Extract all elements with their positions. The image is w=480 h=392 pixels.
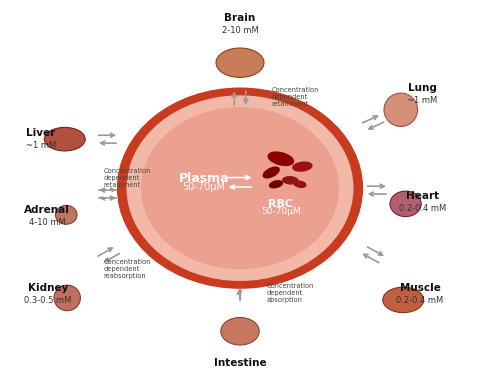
Text: Lung: Lung: [408, 83, 437, 93]
Ellipse shape: [268, 152, 293, 165]
Ellipse shape: [45, 127, 85, 151]
Ellipse shape: [54, 285, 81, 310]
Ellipse shape: [263, 167, 279, 178]
Text: Concentration
dependent
retainment: Concentration dependent retainment: [103, 168, 151, 189]
Ellipse shape: [294, 181, 306, 187]
Text: Brain: Brain: [224, 13, 256, 23]
Ellipse shape: [384, 93, 418, 127]
Text: 0.2-0.4 mM: 0.2-0.4 mM: [399, 204, 446, 213]
Text: ~1 mM: ~1 mM: [407, 96, 438, 105]
Text: RBC: RBC: [268, 199, 293, 209]
Text: Concentration
dependent
retainment: Concentration dependent retainment: [271, 87, 319, 107]
Text: 0.2-0.4 mM: 0.2-0.4 mM: [396, 296, 444, 305]
Text: Kidney: Kidney: [28, 283, 68, 293]
Text: 0.3-0.5 mM: 0.3-0.5 mM: [24, 296, 72, 305]
Ellipse shape: [221, 318, 259, 345]
Ellipse shape: [293, 162, 312, 171]
Text: 4-10 mM: 4-10 mM: [29, 218, 65, 227]
Ellipse shape: [390, 191, 421, 217]
Circle shape: [127, 96, 353, 280]
Text: Plasma: Plasma: [179, 172, 229, 185]
Text: Adrenal: Adrenal: [24, 205, 70, 215]
Ellipse shape: [216, 48, 264, 78]
Ellipse shape: [270, 181, 282, 188]
Text: 50-70μM: 50-70μM: [261, 207, 300, 216]
Ellipse shape: [383, 287, 423, 313]
Text: Heart: Heart: [406, 191, 439, 201]
Ellipse shape: [56, 205, 77, 224]
Text: ~1 mM: ~1 mM: [25, 142, 56, 150]
Text: Concentration
dependent
absorption: Concentration dependent absorption: [266, 283, 314, 303]
Circle shape: [142, 108, 338, 269]
Circle shape: [118, 88, 362, 288]
Text: 50-70μM: 50-70μM: [182, 182, 226, 192]
Text: Liver: Liver: [26, 128, 55, 138]
Ellipse shape: [283, 177, 298, 184]
Text: Intestine: Intestine: [214, 358, 266, 368]
Text: Concentration
dependent
reabsorption: Concentration dependent reabsorption: [103, 258, 151, 279]
Text: 2-10 mM: 2-10 mM: [222, 26, 258, 34]
Text: Muscle: Muscle: [399, 283, 441, 293]
